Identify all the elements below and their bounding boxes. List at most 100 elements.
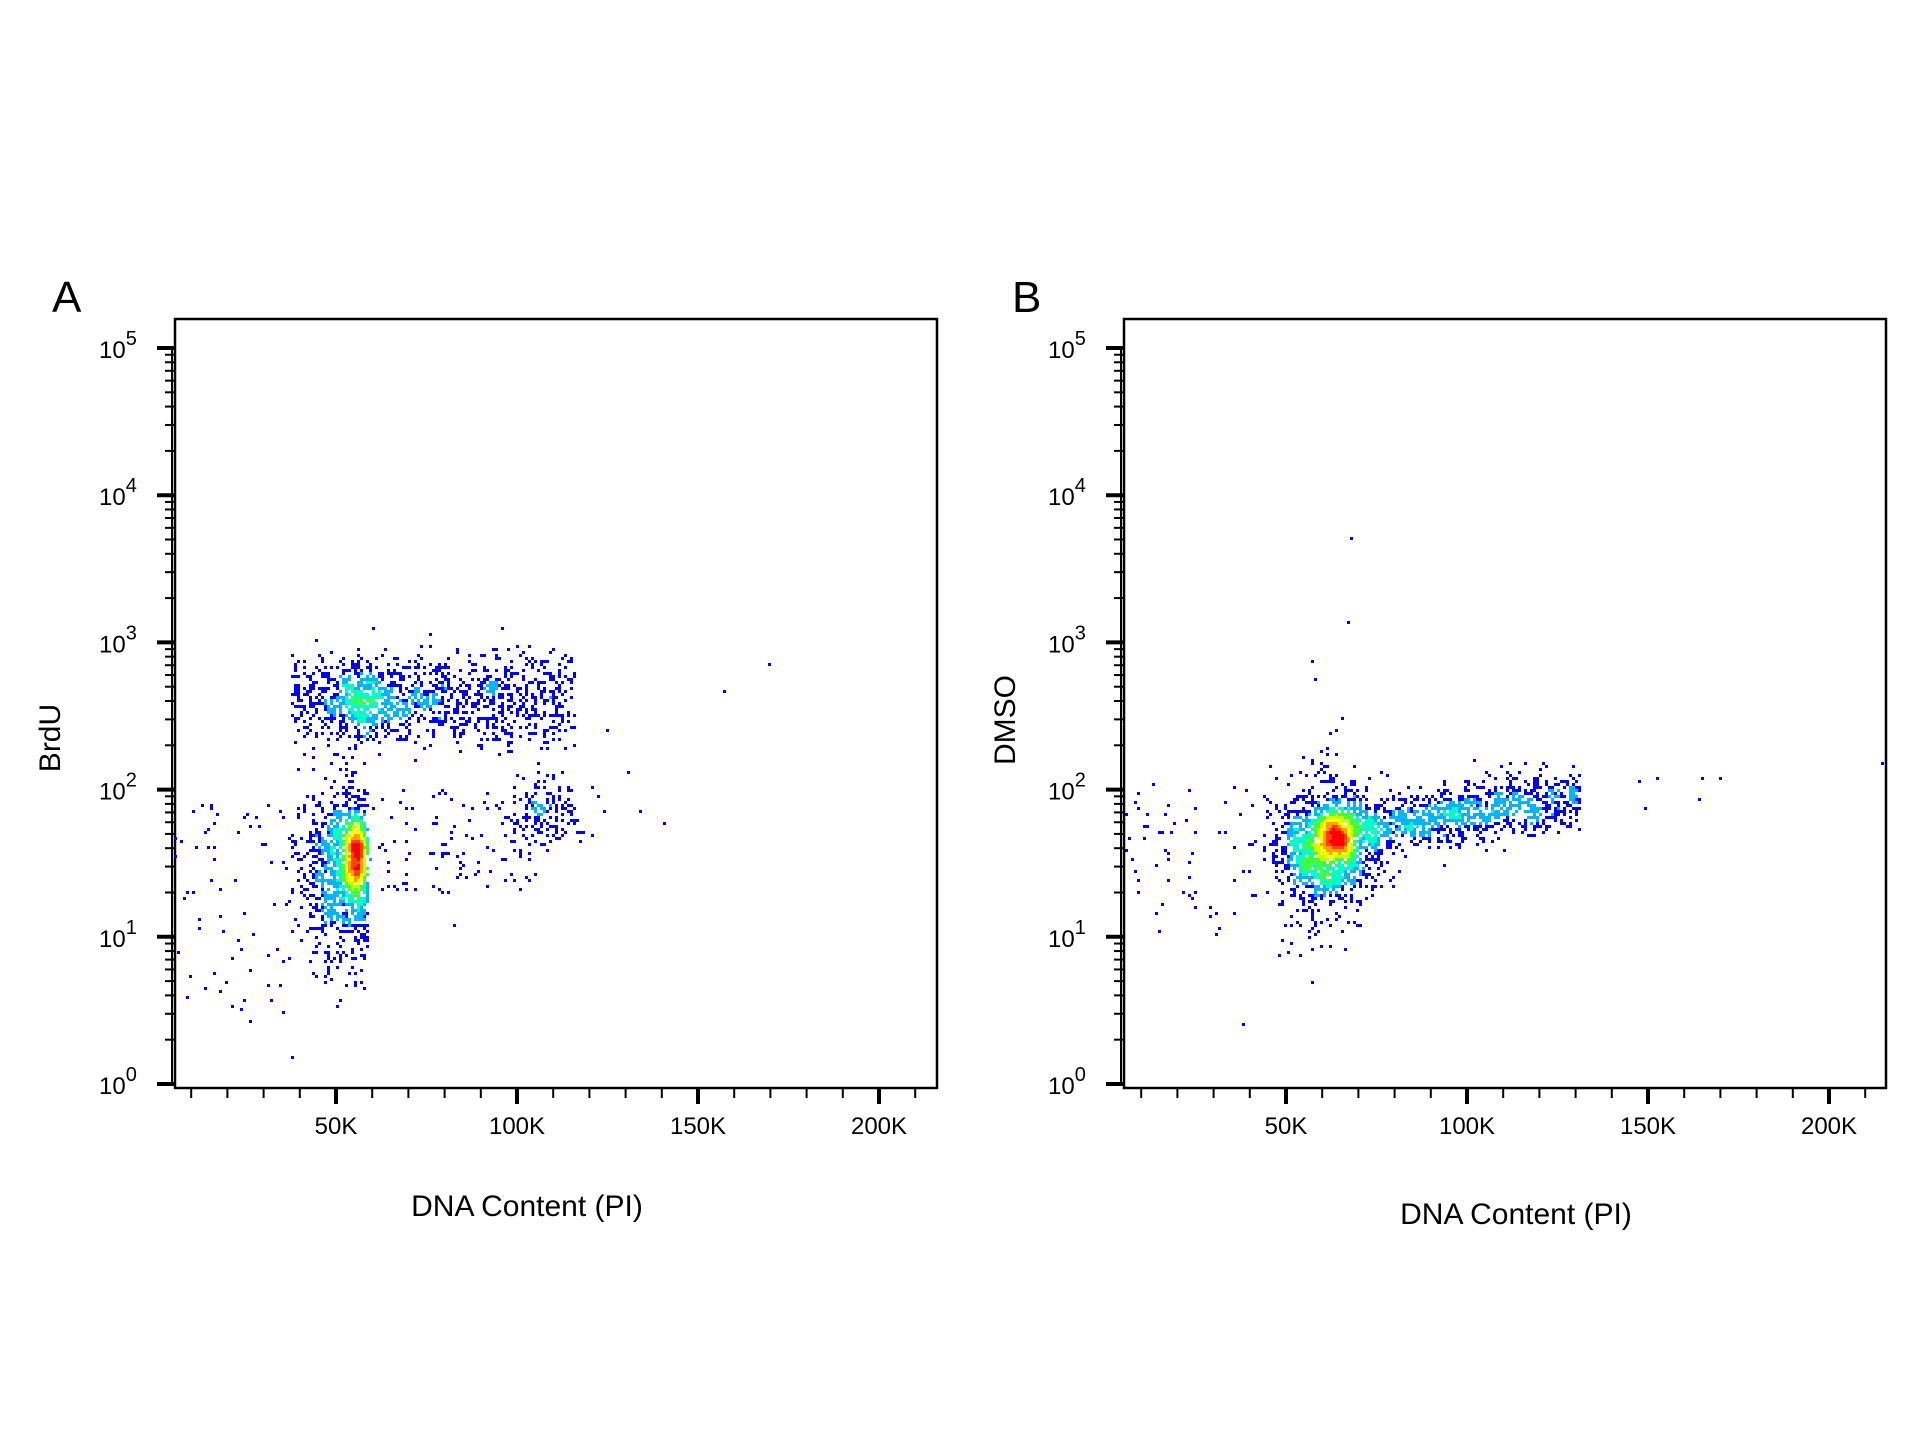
data-point xyxy=(1443,819,1446,822)
data-point xyxy=(1356,909,1359,912)
data-point xyxy=(1293,828,1296,831)
data-point xyxy=(1329,828,1332,831)
data-point xyxy=(312,747,315,750)
data-point xyxy=(510,750,513,753)
data-point xyxy=(1470,822,1473,825)
data-point xyxy=(1410,831,1413,834)
data-point xyxy=(540,747,543,750)
data-point xyxy=(342,885,345,888)
x-tick-label: 100K xyxy=(1439,1113,1495,1140)
data-point xyxy=(1536,816,1539,819)
data-point xyxy=(1485,792,1488,795)
data-point xyxy=(1311,834,1314,837)
data-point xyxy=(417,666,420,669)
data-point xyxy=(1311,885,1314,888)
data-point xyxy=(366,888,369,891)
data-point xyxy=(1320,843,1323,846)
data-point xyxy=(1350,822,1353,825)
data-point xyxy=(1365,834,1368,837)
data-point xyxy=(519,705,522,708)
data-point xyxy=(303,855,306,858)
data-point xyxy=(1473,801,1476,804)
data-point xyxy=(1338,837,1341,840)
data-point xyxy=(297,675,300,678)
data-point xyxy=(1347,852,1350,855)
data-point xyxy=(1428,801,1431,804)
data-point xyxy=(549,792,552,795)
data-point xyxy=(354,663,357,666)
data-point xyxy=(345,882,348,885)
data-point xyxy=(363,705,366,708)
data-point xyxy=(1554,795,1557,798)
data-point xyxy=(1305,849,1308,852)
data-point xyxy=(345,924,348,927)
data-point xyxy=(387,696,390,699)
data-point xyxy=(1503,798,1506,801)
data-point xyxy=(342,915,345,918)
data-point xyxy=(1437,801,1440,804)
data-point xyxy=(336,882,339,885)
data-point xyxy=(327,951,330,954)
data-point xyxy=(1332,876,1335,879)
data-point xyxy=(1323,831,1326,834)
data-point xyxy=(543,780,546,783)
data-point xyxy=(1314,903,1317,906)
data-point xyxy=(1341,825,1344,828)
data-point xyxy=(327,843,330,846)
data-point xyxy=(1326,747,1329,750)
data-point xyxy=(438,681,441,684)
data-point xyxy=(312,972,315,975)
data-point xyxy=(363,849,366,852)
data-point xyxy=(348,711,351,714)
data-point xyxy=(306,693,309,696)
data-point xyxy=(552,732,555,735)
data-point xyxy=(501,858,504,861)
data-point xyxy=(297,768,300,771)
data-point xyxy=(291,714,294,717)
data-point xyxy=(330,720,333,723)
data-point xyxy=(1371,846,1374,849)
data-point xyxy=(1335,816,1338,819)
data-point xyxy=(1356,831,1359,834)
data-point xyxy=(1341,888,1344,891)
data-point xyxy=(1326,843,1329,846)
data-point xyxy=(1524,822,1527,825)
data-point xyxy=(363,885,366,888)
data-point xyxy=(378,693,381,696)
data-point xyxy=(387,693,390,696)
data-point xyxy=(453,732,456,735)
data-point xyxy=(354,924,357,927)
data-point xyxy=(1305,774,1308,777)
data-point xyxy=(348,786,351,789)
data-point xyxy=(354,828,357,831)
data-point xyxy=(1320,816,1323,819)
data-point xyxy=(510,666,513,669)
data-point xyxy=(339,903,342,906)
data-point xyxy=(1539,813,1542,816)
data-point xyxy=(291,654,294,657)
data-point xyxy=(498,738,501,741)
data-point xyxy=(339,729,342,732)
data-point xyxy=(318,846,321,849)
data-point xyxy=(312,894,315,897)
data-point xyxy=(1554,813,1557,816)
data-point xyxy=(1404,801,1407,804)
data-point xyxy=(1308,825,1311,828)
data-point xyxy=(333,864,336,867)
data-point xyxy=(333,837,336,840)
data-point xyxy=(315,681,318,684)
data-point xyxy=(309,729,312,732)
data-point xyxy=(1488,795,1491,798)
data-point xyxy=(1479,801,1482,804)
data-point xyxy=(1332,798,1335,801)
data-point xyxy=(1311,894,1314,897)
data-point xyxy=(357,867,360,870)
data-point xyxy=(1296,909,1299,912)
data-point xyxy=(504,666,507,669)
data-point xyxy=(447,852,450,855)
data-point xyxy=(1350,825,1353,828)
data-point xyxy=(480,654,483,657)
data-point xyxy=(513,702,516,705)
data-point xyxy=(351,852,354,855)
data-point xyxy=(1458,834,1461,837)
